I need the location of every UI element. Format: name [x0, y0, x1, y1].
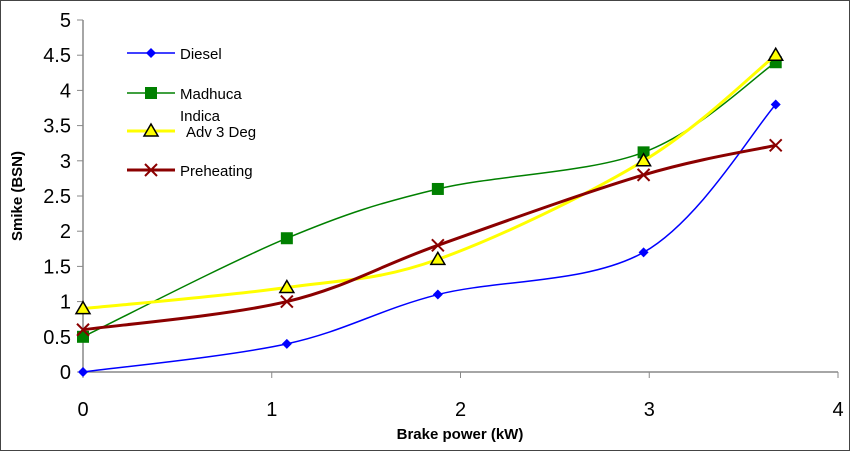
series-preheating: [76, 138, 783, 337]
y-tick-label: 2.5: [43, 186, 71, 208]
x-marker: [636, 168, 651, 182]
series-line: [82, 103, 777, 373]
y-tick-label: 3.5: [43, 116, 71, 138]
legend-item: Adv 3 Deg: [127, 122, 256, 141]
triangle-marker: [767, 46, 785, 61]
y-tick-label: 3: [60, 151, 71, 173]
diamond-marker: [146, 48, 156, 58]
diamond-marker: [281, 338, 292, 349]
triangle-marker: [142, 122, 160, 137]
legend-label: Diesel: [180, 46, 222, 63]
diamond-marker: [638, 247, 649, 258]
x-marker: [280, 294, 294, 309]
y-tick-label: 4.5: [43, 45, 71, 67]
y-tick-label: 0.5: [43, 327, 71, 349]
square-marker: [280, 232, 293, 245]
square-marker: [431, 182, 444, 195]
y-tick-label: 1.5: [43, 256, 71, 278]
triangle-marker: [278, 279, 296, 294]
x-tick-label: 2: [455, 399, 466, 421]
series-line: [82, 61, 777, 338]
legend-label: Madhuca Indica: [180, 86, 242, 125]
x-tick-label: 4: [832, 399, 843, 421]
y-axis-label: Smike (BSN): [9, 151, 26, 241]
diamond-marker: [770, 99, 781, 110]
series-adv-3-deg: [74, 46, 785, 315]
diamond-marker: [78, 367, 88, 377]
triangle-marker: [635, 152, 652, 167]
x-tick-label: 3: [644, 399, 655, 421]
x-tick-label: 0: [77, 399, 88, 421]
legend-label: Preheating: [180, 163, 253, 180]
y-tick-label: 4: [60, 80, 71, 102]
y-tick-label: 1: [60, 292, 71, 314]
y-tick-label: 5: [60, 10, 71, 32]
triangle-marker: [429, 250, 447, 266]
legend-item: Preheating: [127, 163, 253, 180]
x-tick-label: 1: [266, 399, 277, 421]
x-marker: [431, 238, 445, 252]
x-marker: [769, 138, 783, 153]
x-axis-label: Brake power (kW): [397, 426, 524, 443]
y-tick-label: 0: [60, 362, 71, 384]
triangle-marker: [74, 300, 92, 315]
diamond-marker: [432, 289, 443, 300]
legend-label: Adv 3 Deg: [186, 124, 256, 141]
legend-item: Madhuca Indica: [127, 86, 242, 125]
square-marker: [145, 87, 157, 99]
series-diesel: [78, 99, 781, 377]
x-marker: [76, 323, 90, 337]
y-tick-label: 2: [60, 221, 71, 243]
x-marker: [144, 163, 158, 177]
legend-item: Diesel: [127, 46, 222, 63]
